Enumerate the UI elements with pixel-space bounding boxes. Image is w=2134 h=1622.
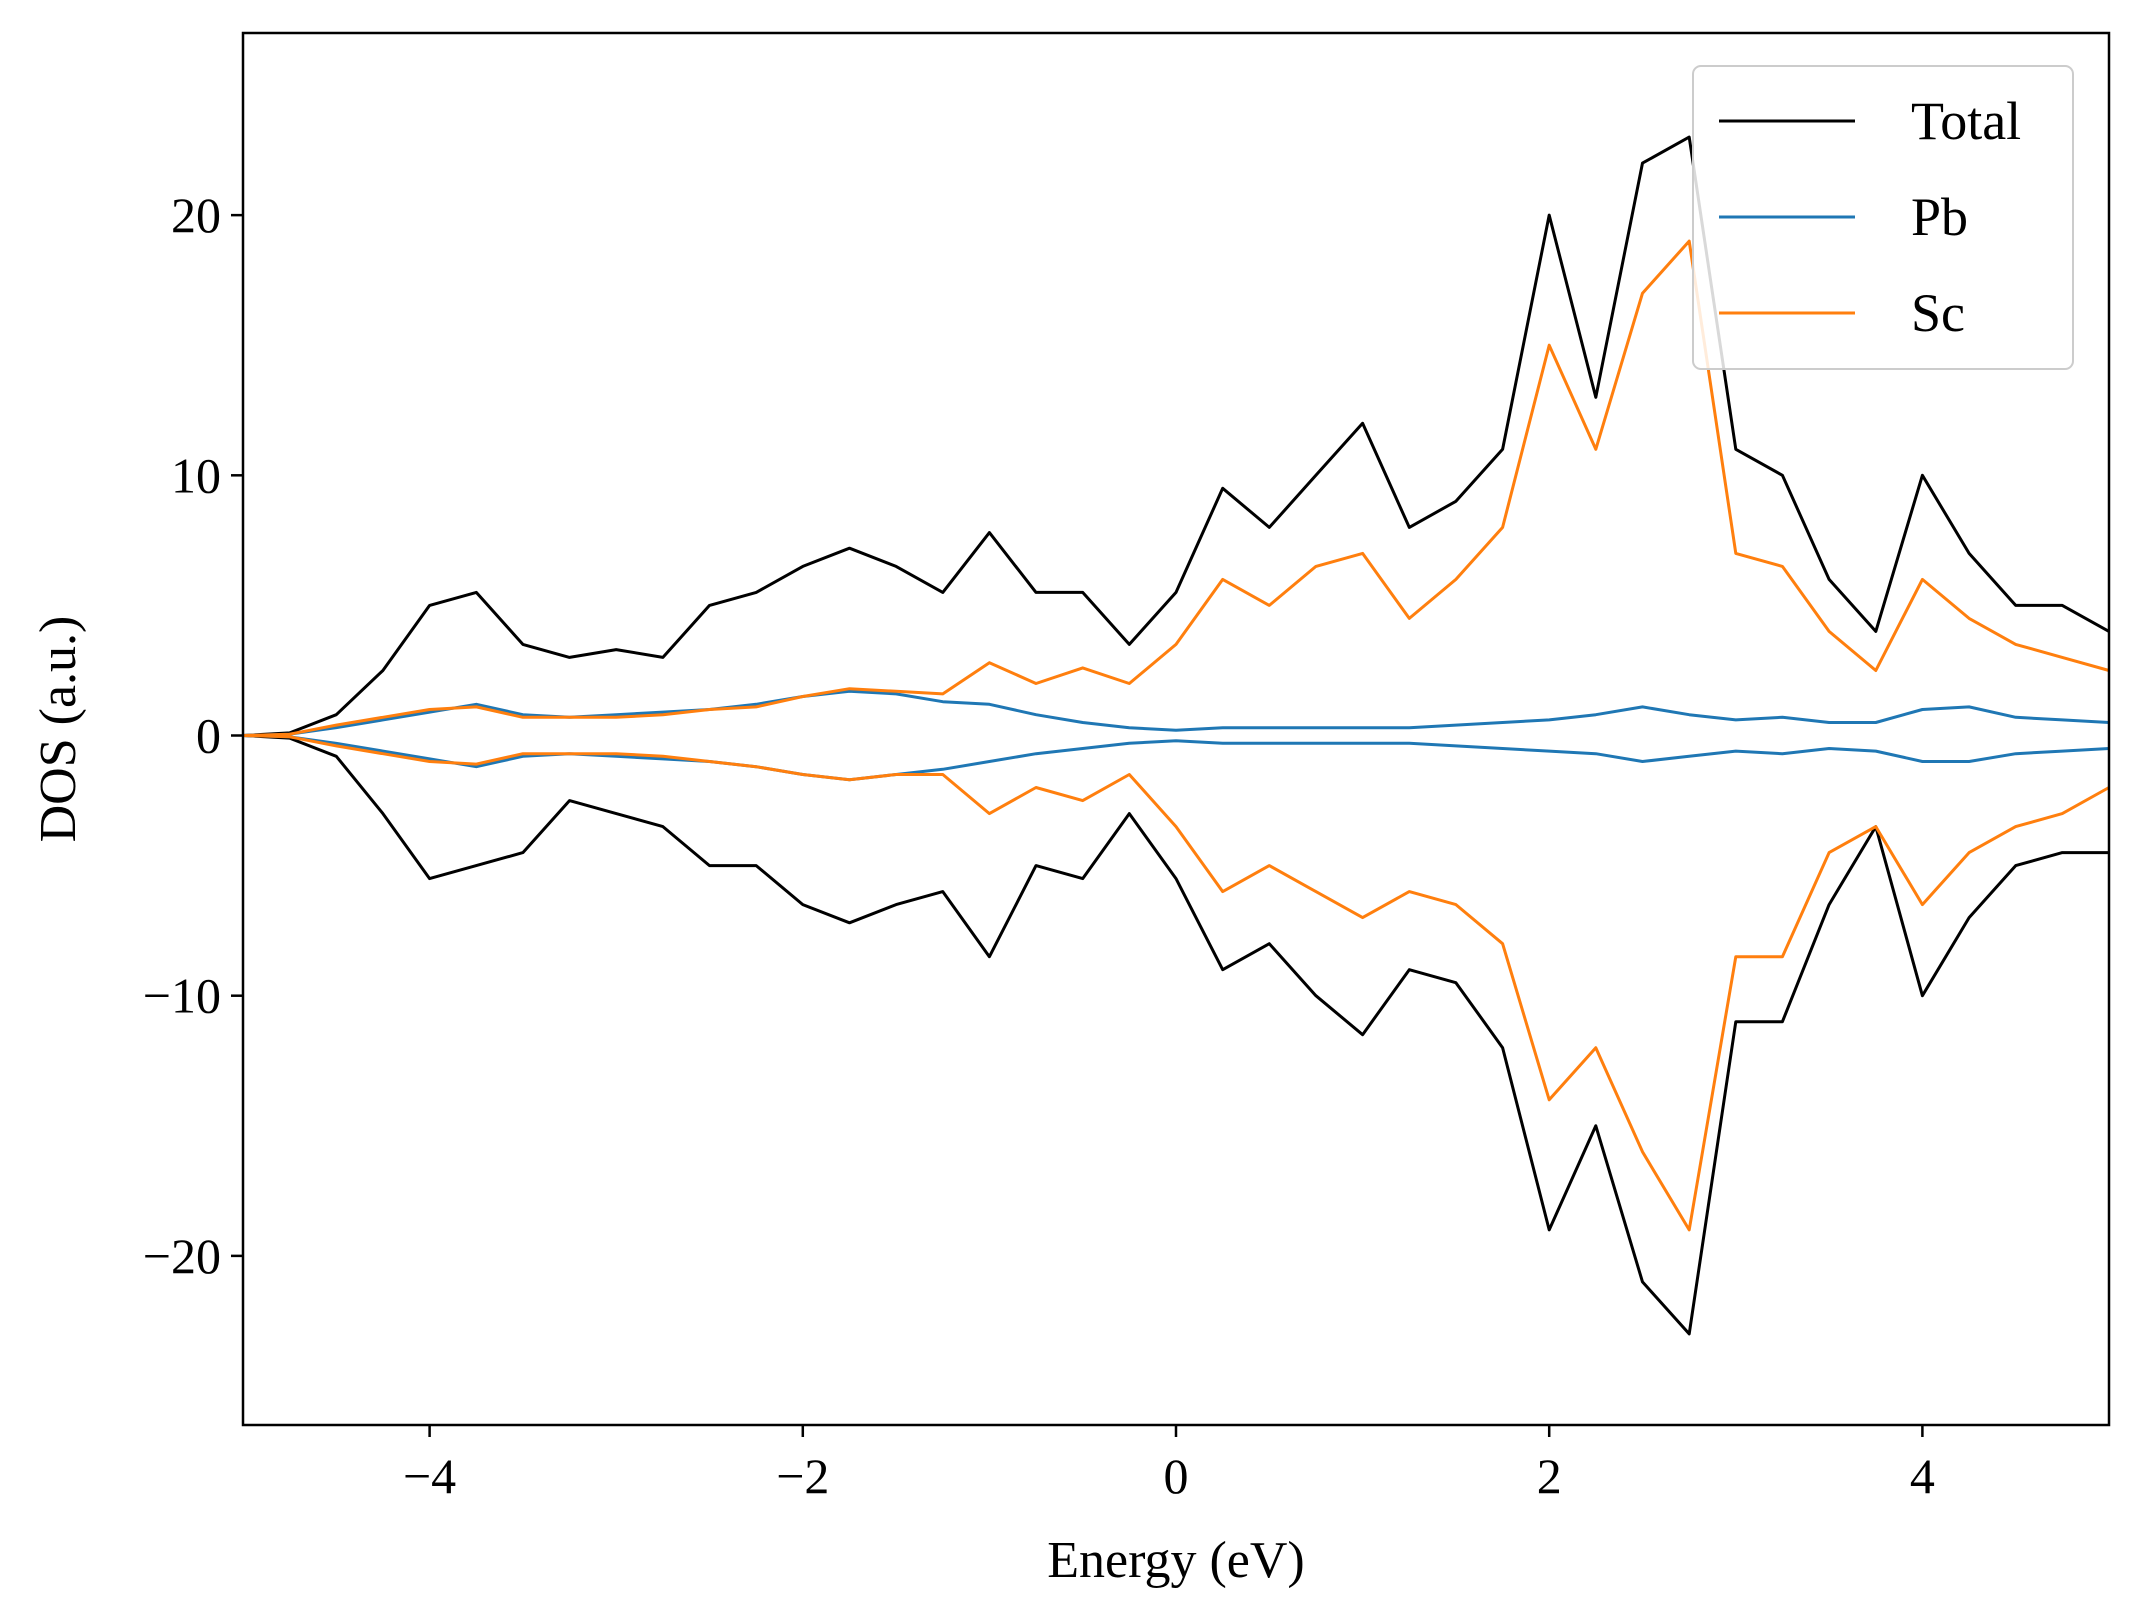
y-tick-label: −10 [143, 968, 221, 1024]
legend: Total Pb Sc [1692, 65, 2074, 370]
x-tick-label: 4 [1910, 1448, 1935, 1504]
x-axis-ticks: −4 −2 0 2 4 [403, 1425, 1935, 1504]
series-line-total-spin-down [242, 734, 2109, 1336]
y-tick-label: 10 [171, 447, 221, 503]
legend-label-sc: Sc [1911, 283, 1965, 343]
y-axis-label: DOS (a.u.) [30, 616, 87, 843]
legend-frame [1692, 65, 2074, 370]
y-tick-label: −20 [143, 1228, 221, 1284]
series-layer [242, 135, 2110, 1336]
y-axis-ticks: −20 −10 0 10 20 [143, 187, 243, 1284]
x-tick-label: 2 [1537, 1448, 1562, 1504]
legend-label-pb: Pb [1911, 187, 1968, 247]
series-line-total-spin-up [242, 135, 2110, 737]
x-tick-label: −4 [403, 1448, 456, 1504]
legend-label-total: Total [1911, 91, 2021, 151]
series-line-pb-spin-down [242, 734, 2110, 782]
series-line-sc-spin-up [242, 239, 2110, 737]
y-tick-label: 0 [196, 708, 221, 764]
x-axis-label: Energy (eV) [1047, 1532, 1305, 1589]
x-tick-label: 0 [1164, 1448, 1189, 1504]
series-line-sc-spin-down [242, 734, 2110, 1232]
series-line-pb-spin-up [242, 689, 2110, 737]
y-tick-label: 20 [171, 187, 221, 243]
x-tick-label: −2 [776, 1448, 829, 1504]
legend-entries: Total Pb Sc [1719, 91, 2021, 343]
